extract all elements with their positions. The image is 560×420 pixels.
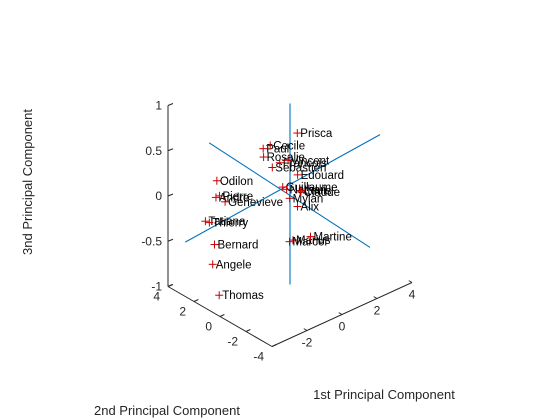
- x-tick-mark: [338, 312, 343, 315]
- point-label: Genevieve: [228, 197, 283, 209]
- data-point: Cecile: [266, 140, 305, 152]
- data-point: Genevieve: [221, 197, 283, 209]
- data-point: Bernard: [210, 240, 259, 252]
- point-label: Pierre: [222, 191, 253, 203]
- point-label: Sebastien: [275, 163, 326, 175]
- point-label: Odilon: [220, 176, 253, 188]
- data-point: Louis: [297, 185, 332, 197]
- x-tick-label: -2: [302, 336, 313, 350]
- z-tick-label: -0.5: [141, 234, 162, 248]
- point-label: Marcel: [293, 237, 328, 249]
- z-tick-mark: [167, 193, 174, 197]
- point-label: Guillaume: [286, 182, 338, 194]
- data-point: Thomas: [215, 290, 264, 302]
- y-tick-label: -4: [253, 350, 264, 364]
- z-tick-mark: [167, 284, 174, 287]
- point-label: Martine: [314, 232, 352, 244]
- z-axis-label: 3nd Principal Component: [20, 109, 35, 255]
- point-label: Mylan: [293, 193, 324, 205]
- point-label: Nathan: [290, 184, 327, 196]
- point-label: Cecile: [273, 140, 305, 152]
- x-tick-label: 2: [374, 304, 381, 318]
- point-label: Marius: [296, 235, 331, 247]
- x-tick-label: 0: [339, 320, 346, 334]
- data-point: Mylan: [285, 193, 324, 205]
- data-point: Vincent: [284, 155, 330, 167]
- point-label: Thomas: [222, 290, 264, 302]
- data-point: Tatiana: [201, 216, 246, 228]
- z-tick-label: 0: [155, 189, 162, 203]
- data-point: Rosalie: [259, 152, 305, 164]
- y-tick-mark: [271, 344, 277, 347]
- y-tick-label: 4: [153, 290, 160, 304]
- point-label: Bernard: [218, 240, 259, 252]
- y-tick-label: 2: [179, 305, 186, 319]
- point-label: Louis: [304, 185, 332, 197]
- data-point: Odilon: [212, 176, 253, 188]
- x-tick-mark: [303, 328, 308, 331]
- axes: [167, 103, 413, 347]
- x-tick-mark: [373, 296, 378, 299]
- point-label: Alix: [301, 201, 320, 213]
- z-tick-mark: [167, 103, 174, 106]
- data-point: Francois: [275, 158, 327, 170]
- y-tick-mark: [193, 299, 199, 302]
- point-label: Tatiana: [208, 216, 246, 228]
- data-point: Nathan: [282, 184, 327, 196]
- x-tick-mark: [408, 280, 413, 283]
- data-point: Sebastien: [268, 163, 326, 175]
- data-point: Thierry: [205, 218, 248, 230]
- y-axis-label: 2nd Principal Component: [94, 403, 240, 418]
- data-point: Paul: [259, 144, 289, 156]
- y-tick-mark: [245, 329, 251, 332]
- component-vectors: [184, 103, 381, 285]
- x-axis-label: 1st Principal Component: [313, 387, 455, 402]
- y-tick-label: 0: [205, 320, 212, 334]
- point-label: Rosalie: [267, 152, 305, 164]
- point-label: Edouard: [301, 170, 344, 182]
- point-label: Francois: [283, 158, 327, 170]
- y-tick-label: -2: [227, 335, 238, 349]
- z-tick-label: 0.5: [145, 144, 162, 158]
- point-label: Thierry: [212, 218, 248, 230]
- y-tick-mark: [219, 314, 225, 317]
- z-tick-label: -1: [151, 280, 162, 294]
- data-point: Angele: [208, 259, 252, 271]
- data-point: Prisca: [293, 128, 333, 140]
- point-label: Angele: [216, 259, 252, 271]
- data-point: Alix: [293, 201, 320, 213]
- data-point: Pierre: [215, 191, 253, 203]
- point-label: Vincent: [291, 155, 330, 167]
- data-point: Edouard: [293, 170, 344, 182]
- data-point: Marius: [289, 235, 331, 247]
- x-tick-label: 4: [409, 288, 416, 302]
- z-tick-label: 1: [155, 99, 162, 113]
- data-point: Marcel: [285, 237, 328, 249]
- z-tick-mark: [167, 148, 174, 152]
- data-point: Martine: [306, 232, 352, 244]
- point-label: Claude: [304, 187, 340, 199]
- point-label: Paul: [266, 144, 289, 156]
- z-tick-mark: [167, 238, 174, 242]
- point-label: Prisca: [300, 128, 333, 140]
